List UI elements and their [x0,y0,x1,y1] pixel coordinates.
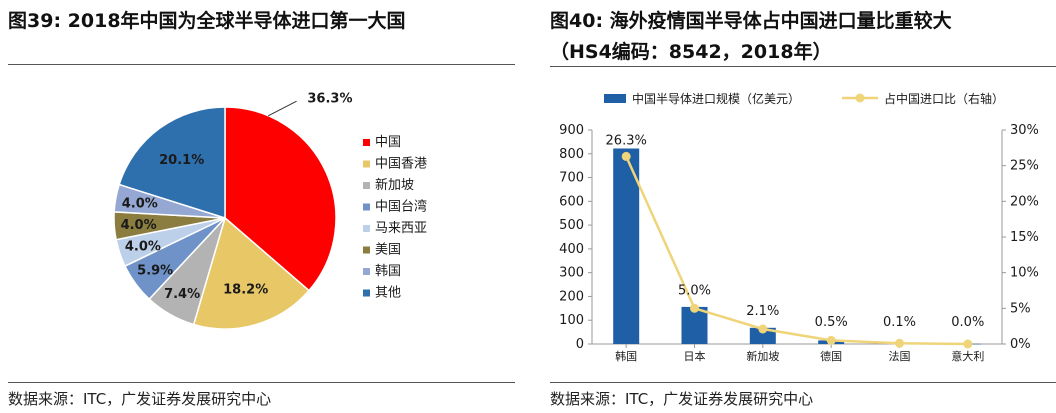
right-figure-source: 数据来源：ITC，广发证券发展研究中心 [550,390,814,408]
left-figure-panel: 图39: 2018年中国为全球半导体进口第一大国 36.3% 18.2% 7.4% 5… [0,0,520,413]
pie-data-label-3: 7.4% [164,287,200,302]
pie-legend-label-7: 韩国 [375,264,401,279]
bar-3 [749,327,776,344]
line-data-label-3: 2.1% [746,304,779,319]
pie-slice-2 [192,216,311,330]
right-y-tick-label-7: 30% [1010,123,1039,138]
left-y-tick-label-10: 900 [559,123,584,138]
pie-slice-8 [118,106,226,220]
pie-slice-1 [224,106,337,292]
pie-legend-swatch-5 [363,225,370,232]
pie-legend-swatch-3 [363,182,370,189]
right-y-tick-label-3: 10% [1010,266,1039,281]
left-y-tick-label-1: 0 [576,337,584,352]
right-title-divider [550,66,1056,67]
pie-chart: 36.3% 18.2% 7.4% 5.9% 4.0% 4.0% 4.0% 20.1% 中国中国香… [113,92,427,330]
pie-data-label-4: 5.9% [137,263,173,278]
line-point-2 [690,303,699,313]
x-tick-label-4: 德国 [820,349,842,363]
pie-data-label-8: 20.1% [159,153,204,168]
right-y-tick-label-2: 5% [1010,301,1031,316]
pie-legend-label-2: 中国香港 [375,157,427,172]
pie-leader-line-1 [267,100,297,117]
line-point-5 [895,338,904,348]
left-y-tick-label-8: 700 [559,171,584,186]
pie-legend-label-4: 中国台湾 [375,199,427,215]
line-series-path [625,155,968,346]
legend-label-bars: 中国半导体进口规模（亿美元） [632,91,800,106]
left-source-divider [8,382,515,383]
line-data-label-6: 0.0% [951,315,984,330]
pie-legend-swatch-1 [363,139,370,146]
pie-legend-label-5: 马来西亚 [375,221,427,236]
left-y-tick-label-5: 400 [559,242,584,257]
right-figure-panel: 图40: 海外疫情国半导体占中国进口量比重较大 （HS4编码：8542，2018… [542,0,1056,413]
pie-data-label-6: 4.0% [121,218,157,233]
pie-data-label-2: 18.2% [223,282,268,297]
pie-data-label-1: 36.3% [307,92,352,107]
pie-legend-label-3: 新加坡 [375,177,414,193]
left-y-tick-label-2: 100 [559,313,584,328]
right-y-tick-label-5: 20% [1010,194,1039,209]
line-data-label-4: 0.5% [815,315,848,330]
pie-data-label-5: 4.0% [125,239,161,254]
pie-legend-swatch-4 [363,203,370,211]
pie-legend-swatch-8 [363,289,370,297]
pie-legend-label-8: 其他 [375,286,401,301]
pie-legend-swatch-2 [363,160,370,168]
line-point-1 [621,151,631,161]
left-y-tick-label-7: 600 [559,194,584,209]
line-point-6 [963,339,973,349]
left-y-tick-label-9: 800 [559,147,584,162]
line-data-label-5: 0.1% [883,315,916,330]
bar-line-chart: 0 100 200 300 400 500 600 700 800 900 0% 5% 10% 15% 20… [559,91,1039,363]
right-figure-title-line2: （HS4编码：8542，2018年） [550,41,832,63]
line-data-label-1: 26.3% [606,133,647,148]
bar-2 [681,306,708,344]
left-figure-title: 图39: 2018年中国为全球半导体进口第一大国 [8,10,406,32]
right-source-divider [550,382,1056,383]
x-tick-label-2: 日本 [684,349,706,363]
left-figure-source: 数据来源：ITC，广发证券发展研究中心 [8,390,272,408]
legend-swatch-line-marker [855,93,865,103]
right-y-tick-label-1: 0% [1010,337,1031,352]
x-tick-label-3: 新加坡 [746,349,779,363]
pie-legend-swatch-7 [363,268,370,275]
x-tick-label-5: 法国 [889,349,911,363]
legend-label-line: 占中国进口比（右轴） [884,91,1004,106]
x-tick-label-1: 韩国 [615,349,637,363]
right-y-tick-label-6: 25% [1010,159,1039,174]
bar-1 [613,148,640,344]
legend-swatch-bars [604,94,626,103]
left-y-tick-label-3: 200 [559,289,584,304]
pie-legend-label-6: 美国 [375,243,401,258]
left-y-tick-label-6: 500 [559,218,584,233]
line-point-4 [826,335,836,345]
left-title-divider [8,64,515,65]
right-y-tick-label-4: 15% [1010,230,1039,245]
line-data-label-2: 5.0% [678,283,711,298]
line-point-3 [758,324,768,334]
pie-legend-swatch-6 [363,246,370,254]
right-figure-title-line1: 图40: 海外疫情国半导体占中国进口量比重较大 [550,10,952,32]
pie-legend-label-1: 中国 [375,135,401,150]
x-tick-label-6: 意大利 [951,349,984,363]
left-y-tick-label-4: 300 [559,266,584,281]
pie-data-label-7: 4.0% [122,196,158,211]
